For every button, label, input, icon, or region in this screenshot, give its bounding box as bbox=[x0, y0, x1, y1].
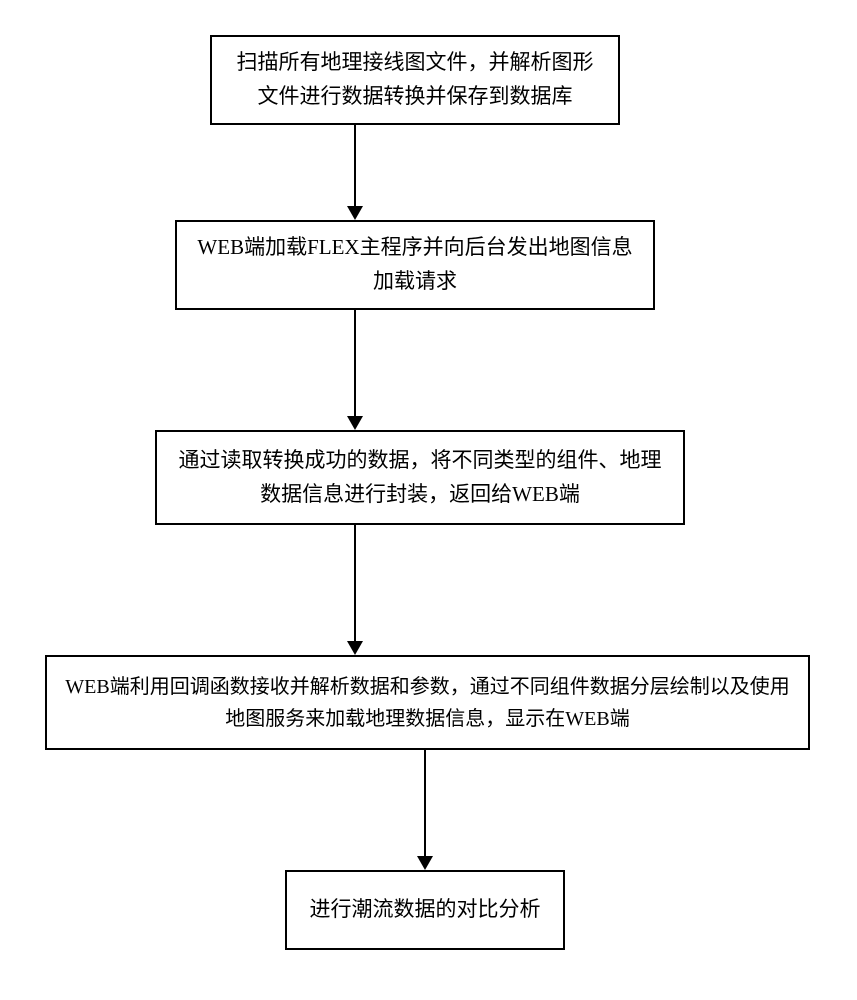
flow-node-callback: WEB端利用回调函数接收并解析数据和参数，通过不同组件数据分层绘制以及使用地图服… bbox=[45, 655, 810, 750]
arrow-line bbox=[354, 310, 356, 416]
flow-node-label: WEB端加载FLEX主程序并向后台发出地图信息加载请求 bbox=[195, 231, 635, 298]
flow-node-analysis: 进行潮流数据的对比分析 bbox=[285, 870, 565, 950]
arrow-line bbox=[354, 525, 356, 641]
flowchart-container: 扫描所有地理接线图文件，并解析图形文件进行数据转换并保存到数据库 WEB端加载F… bbox=[0, 0, 857, 1000]
arrow-head-icon bbox=[347, 416, 363, 430]
arrow-line bbox=[424, 750, 426, 856]
flow-node-read-convert: 通过读取转换成功的数据，将不同类型的组件、地理数据信息进行封装，返回给WEB端 bbox=[155, 430, 685, 525]
arrow-line bbox=[354, 125, 356, 206]
flow-node-scan: 扫描所有地理接线图文件，并解析图形文件进行数据转换并保存到数据库 bbox=[210, 35, 620, 125]
arrow-head-icon bbox=[417, 856, 433, 870]
arrow-head-icon bbox=[347, 641, 363, 655]
flow-node-label: WEB端利用回调函数接收并解析数据和参数，通过不同组件数据分层绘制以及使用地图服… bbox=[65, 671, 790, 735]
flow-node-label: 扫描所有地理接线图文件，并解析图形文件进行数据转换并保存到数据库 bbox=[230, 46, 600, 113]
flow-node-label: 通过读取转换成功的数据，将不同类型的组件、地理数据信息进行封装，返回给WEB端 bbox=[175, 444, 665, 511]
flow-node-web-load: WEB端加载FLEX主程序并向后台发出地图信息加载请求 bbox=[175, 220, 655, 310]
arrow-head-icon bbox=[347, 206, 363, 220]
flow-node-label: 进行潮流数据的对比分析 bbox=[310, 893, 541, 927]
